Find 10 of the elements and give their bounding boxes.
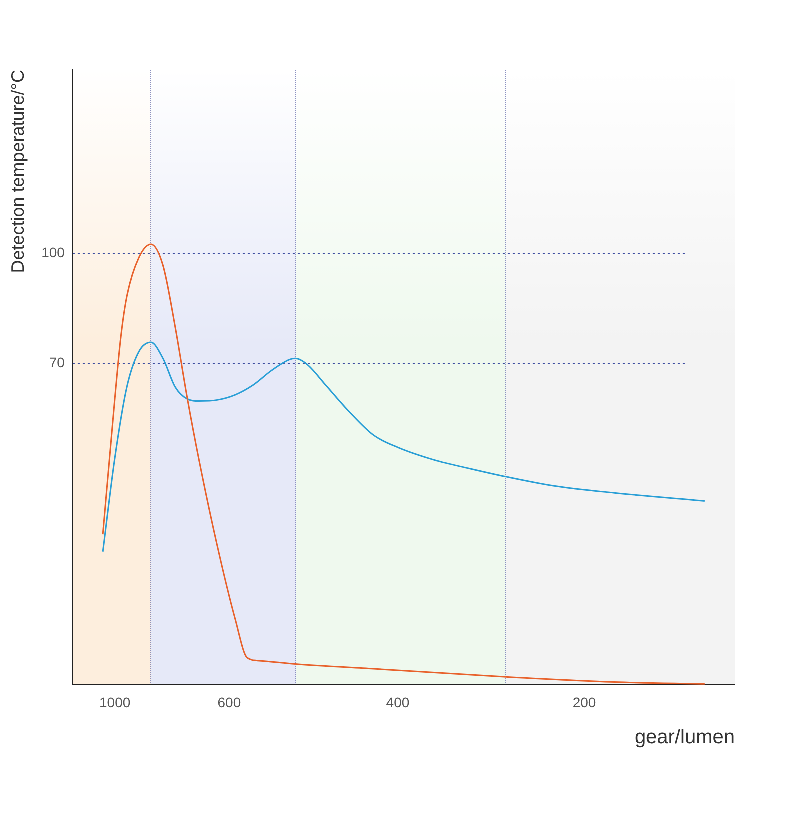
x-tick-label: 600: [218, 694, 242, 710]
y-tick-label: 70: [49, 354, 66, 371]
y-axis-title: Detection temperature/°C: [8, 70, 28, 274]
x-tick-label: 200: [572, 694, 596, 710]
x-axis-title: gear/lumen: [634, 726, 735, 749]
y-tick-label: 100: [42, 244, 66, 260]
x-tick-label: 1000: [100, 694, 131, 710]
x-tick-label: 400: [386, 694, 410, 710]
line-series: [102, 244, 706, 685]
line-series: [102, 342, 706, 553]
